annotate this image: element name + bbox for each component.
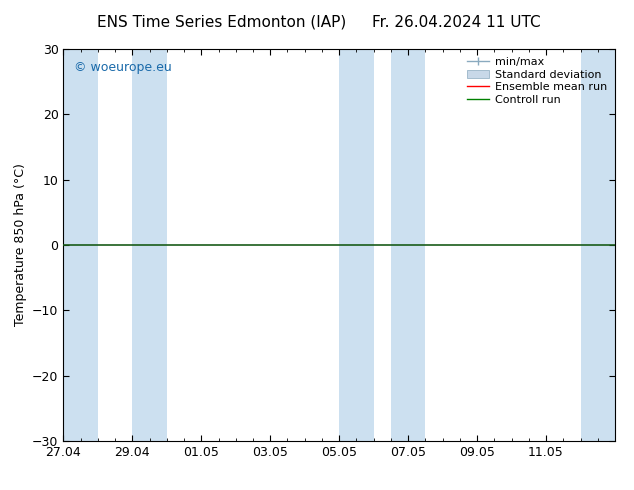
- Bar: [581, 49, 615, 441]
- Bar: [133, 49, 167, 441]
- Y-axis label: Temperature 850 hPa (°C): Temperature 850 hPa (°C): [13, 164, 27, 326]
- Text: Fr. 26.04.2024 11 UTC: Fr. 26.04.2024 11 UTC: [372, 15, 541, 30]
- Bar: [391, 49, 425, 441]
- Text: ENS Time Series Edmonton (IAP): ENS Time Series Edmonton (IAP): [97, 15, 347, 30]
- Bar: [63, 49, 98, 441]
- Bar: [339, 49, 373, 441]
- Text: © woeurope.eu: © woeurope.eu: [74, 61, 172, 74]
- Legend: min/max, Standard deviation, Ensemble mean run, Controll run: min/max, Standard deviation, Ensemble me…: [465, 54, 609, 107]
